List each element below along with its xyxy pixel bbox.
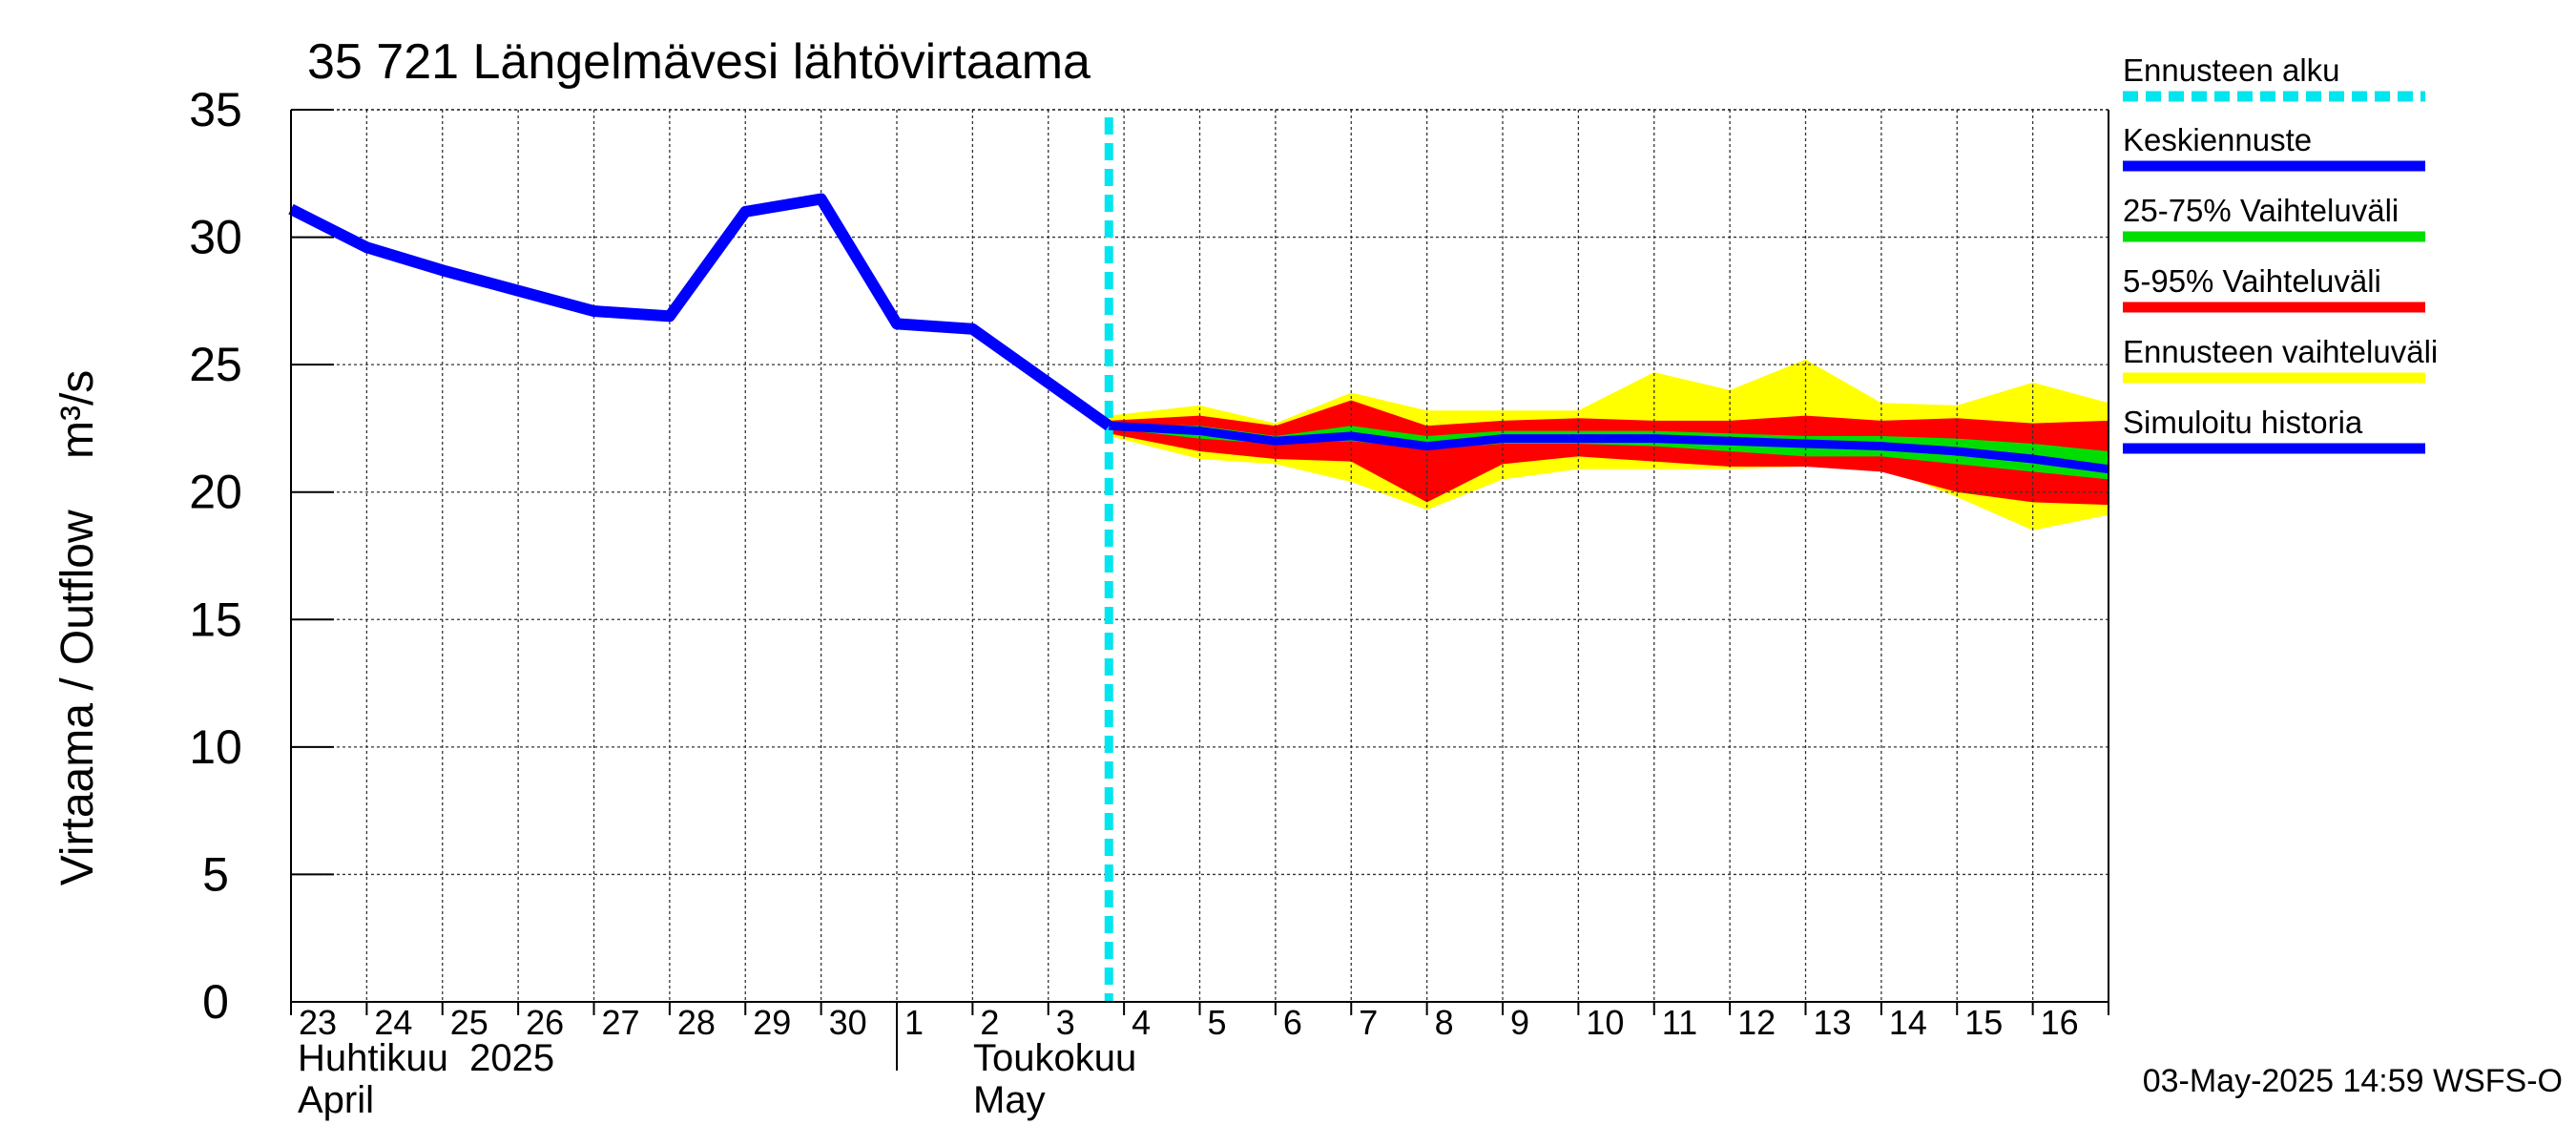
x-tick-label: 10 bbox=[1586, 1003, 1624, 1042]
y-axis-label: Virtaama / Outflow m³/s bbox=[52, 370, 103, 886]
legend-label: Ennusteen vaihteluväli bbox=[2123, 334, 2438, 369]
x-axis-ticks: 23 24 25 26 27 28 29 30 1 2 3 4 5 6 7 8 9 10 11 12 13 14 15 16 bbox=[290, 1002, 2109, 1071]
month-label-april-en: April bbox=[298, 1079, 374, 1121]
legend-label: Simuloitu historia bbox=[2123, 405, 2363, 440]
plot-grid bbox=[291, 109, 2109, 1002]
x-tick-label: 25 bbox=[450, 1003, 488, 1042]
timestamp-label: 03-May-2025 14:59 WSFS-O bbox=[2143, 1063, 2563, 1099]
x-tick-label: 9 bbox=[1510, 1003, 1529, 1042]
x-tick-label: 2 bbox=[980, 1003, 999, 1042]
chart-title: 35 721 Längelmävesi lähtövirtaama bbox=[307, 34, 1091, 90]
legend-label: 5-95% Vaihteluväli bbox=[2123, 263, 2381, 299]
x-tick-label: 16 bbox=[2041, 1003, 2079, 1042]
x-tick-label: 4 bbox=[1132, 1003, 1151, 1042]
x-tick-label: 23 bbox=[299, 1003, 337, 1042]
simulated-history-line bbox=[288, 193, 1112, 431]
x-tick-label: 14 bbox=[1889, 1003, 1927, 1042]
x-tick-label: 3 bbox=[1056, 1003, 1075, 1042]
y-tick-label: 5 bbox=[202, 847, 229, 901]
month-label-may-fi: Toukokuu bbox=[973, 1037, 1136, 1079]
x-tick-label: 30 bbox=[829, 1003, 867, 1042]
y-tick-label: 25 bbox=[189, 338, 242, 391]
month-label-may-en: May bbox=[973, 1079, 1046, 1121]
y-axis-ticks: 0 5 10 15 20 25 30 35 bbox=[189, 83, 334, 1029]
x-tick-label: 26 bbox=[526, 1003, 564, 1042]
chart-legend: Ennusteen alku Keskiennuste 25-75% Vaihtel… bbox=[2123, 52, 2438, 454]
month-label-april-fi: Huhtikuu 2025 bbox=[298, 1037, 554, 1079]
month-labels: Huhtikuu 2025 April Toukokuu May bbox=[298, 1037, 1136, 1121]
y-tick-label: 0 bbox=[202, 975, 229, 1029]
y-tick-label: 30 bbox=[189, 211, 242, 264]
y-tick-label: 20 bbox=[189, 466, 242, 519]
legend-label: 25-75% Vaihteluväli bbox=[2123, 193, 2399, 228]
forecast-5-95-band bbox=[1109, 400, 2109, 506]
x-tick-label: 29 bbox=[753, 1003, 791, 1042]
legend-label: Ennusteen alku bbox=[2123, 52, 2340, 88]
x-tick-label: 28 bbox=[677, 1003, 716, 1042]
x-tick-label: 1 bbox=[904, 1003, 924, 1042]
y-tick-label: 10 bbox=[189, 720, 242, 774]
legend-label: Keskiennuste bbox=[2123, 122, 2312, 157]
flow-lines bbox=[288, 117, 2109, 1002]
median-forecast-line bbox=[1108, 421, 2109, 474]
y-tick-label: 35 bbox=[189, 83, 242, 136]
x-tick-label: 15 bbox=[1964, 1003, 2003, 1042]
x-tick-label: 6 bbox=[1283, 1003, 1302, 1042]
x-tick-label: 8 bbox=[1435, 1003, 1454, 1042]
x-tick-label: 27 bbox=[602, 1003, 640, 1042]
y-tick-label: 15 bbox=[189, 593, 242, 646]
x-tick-label: 13 bbox=[1814, 1003, 1852, 1042]
x-tick-label: 5 bbox=[1208, 1003, 1227, 1042]
x-tick-label: 24 bbox=[374, 1003, 412, 1042]
x-tick-label: 7 bbox=[1359, 1003, 1378, 1042]
forecast-bands bbox=[1109, 359, 2109, 531]
x-tick-label: 11 bbox=[1662, 1003, 1697, 1042]
x-tick-label: 12 bbox=[1737, 1003, 1776, 1042]
